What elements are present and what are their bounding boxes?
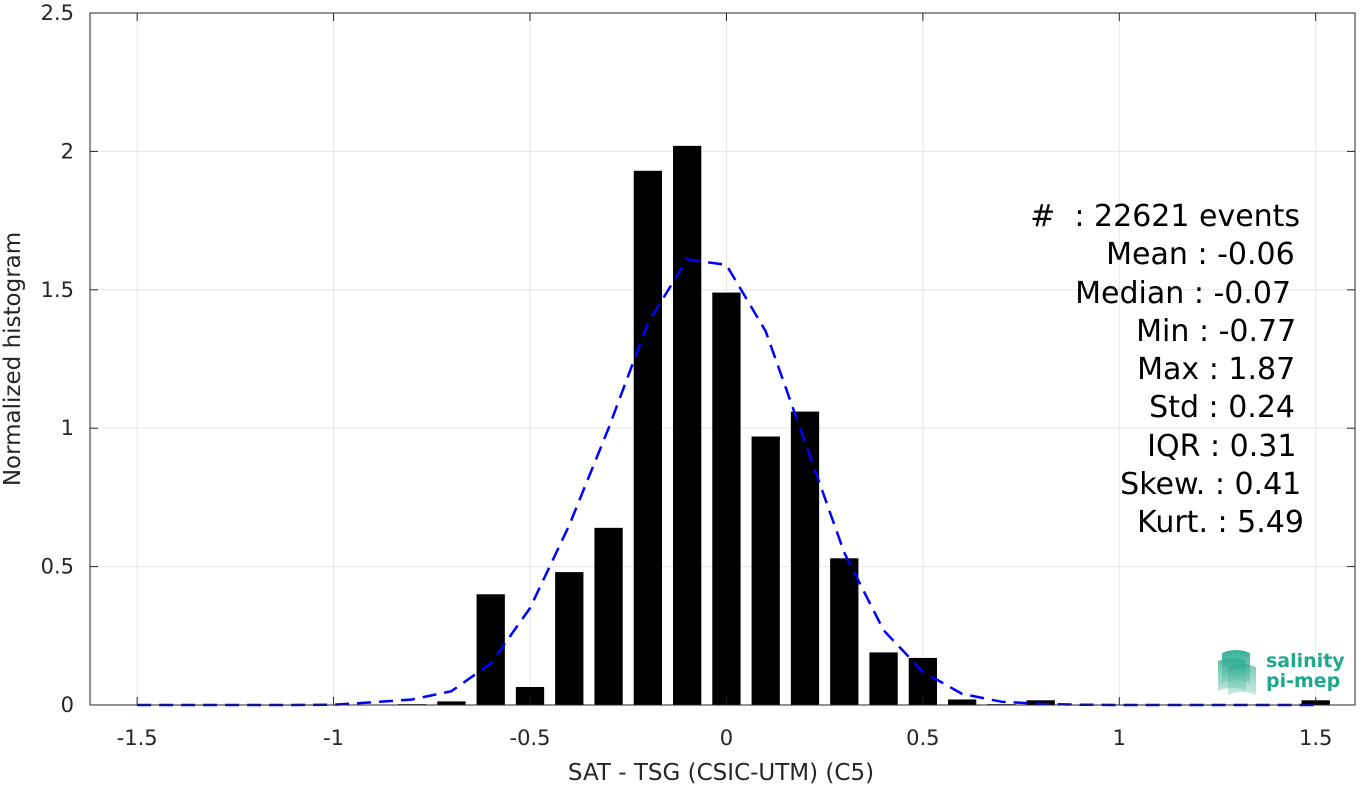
histogram-bar [555,572,584,705]
wave-logo-icon [1218,650,1256,695]
x-tick-label: 0.5 [906,726,939,750]
stat-median: Median : -0.07 [1037,237,1291,351]
histogram-bar [751,436,780,705]
logo-line2: pi-mep [1266,670,1341,692]
stat-iqr: IQR : 0.31 [1109,390,1296,504]
y-tick-label: 1.5 [41,278,74,302]
histogram-bar [869,652,898,705]
salinity-pi-mep-logo: salinity pi-mep [1216,645,1346,697]
stat-label: Mean [1106,237,1198,272]
histogram-bar [515,687,545,705]
stat-std: Std : 0.24 [1111,351,1295,465]
stat-label: Std [1149,390,1209,425]
stat-skew: Skew. : 0.41 [1082,428,1301,542]
stat-value: : -0.07 [1193,276,1292,311]
x-tick-label: 1.5 [1299,726,1332,750]
x-axis-label: SAT - TSG (CSIC-UTM) (C5) [568,760,874,785]
stat-value: : 22621 events [1074,199,1301,234]
stat-label: Skew. [1120,467,1215,502]
stat-label: Kurt. [1137,505,1218,540]
stat-value: : -0.06 [1197,237,1295,272]
y-axis-label: Normalized histogram [0,232,26,486]
x-tick-label: -0.5 [510,726,551,750]
x-tick-label: 1 [1113,726,1126,750]
stat-label: IQR [1147,429,1210,464]
histogram-bar [633,170,662,705]
histogram-bar [1026,700,1055,705]
stat-value: : 1.87 [1208,352,1296,387]
histogram-bar [594,527,623,705]
y-tick-label: 2.5 [41,1,74,25]
x-tick-label: 0 [720,726,733,750]
histogram-bar [673,145,702,705]
stat-kurt: Kurt. : 5.49 [1099,466,1304,580]
x-tick-label: -1 [323,726,344,750]
stat-value: : -0.77 [1198,314,1297,349]
logo-line1: salinity [1266,650,1345,672]
x-tick-label: -1.5 [117,726,158,750]
histogram-bar [948,699,977,705]
stat-value: : 5.49 [1217,505,1304,540]
y-tick-label: 1 [61,416,74,440]
histogram-bar [437,701,466,705]
stat-max: Max : 1.87 [1099,313,1295,427]
stat-label: Max [1137,352,1209,387]
stat-value: : 0.31 [1210,429,1297,464]
plot-frame [89,12,1356,706]
stat-min: Min : -0.77 [1098,275,1296,389]
histogram-bar [790,411,820,705]
stat-value: : 0.24 [1208,390,1295,425]
stat-label: Min [1136,314,1199,349]
y-tick-label: 0 [61,693,74,717]
stat-label: Median [1075,276,1194,311]
axis-ticks [90,12,1355,706]
y-tick-label: 0.5 [41,555,74,579]
y-tick-label: 2 [61,139,74,163]
stat-mean: Mean : -0.06 [1068,198,1295,312]
histogram-bar [830,558,859,705]
stat-count: # : 22621 events [992,160,1300,274]
stat-value: : 0.41 [1214,467,1302,502]
y-tick-labels: 0 0.5 1 1.5 2 2.5 [41,1,74,717]
histogram-bar [712,292,741,705]
bars [398,145,1330,706]
stat-label: # [1030,199,1075,234]
x-tick-labels: -1.5 -1 -0.5 0 0.5 1 1.5 [117,726,1333,750]
